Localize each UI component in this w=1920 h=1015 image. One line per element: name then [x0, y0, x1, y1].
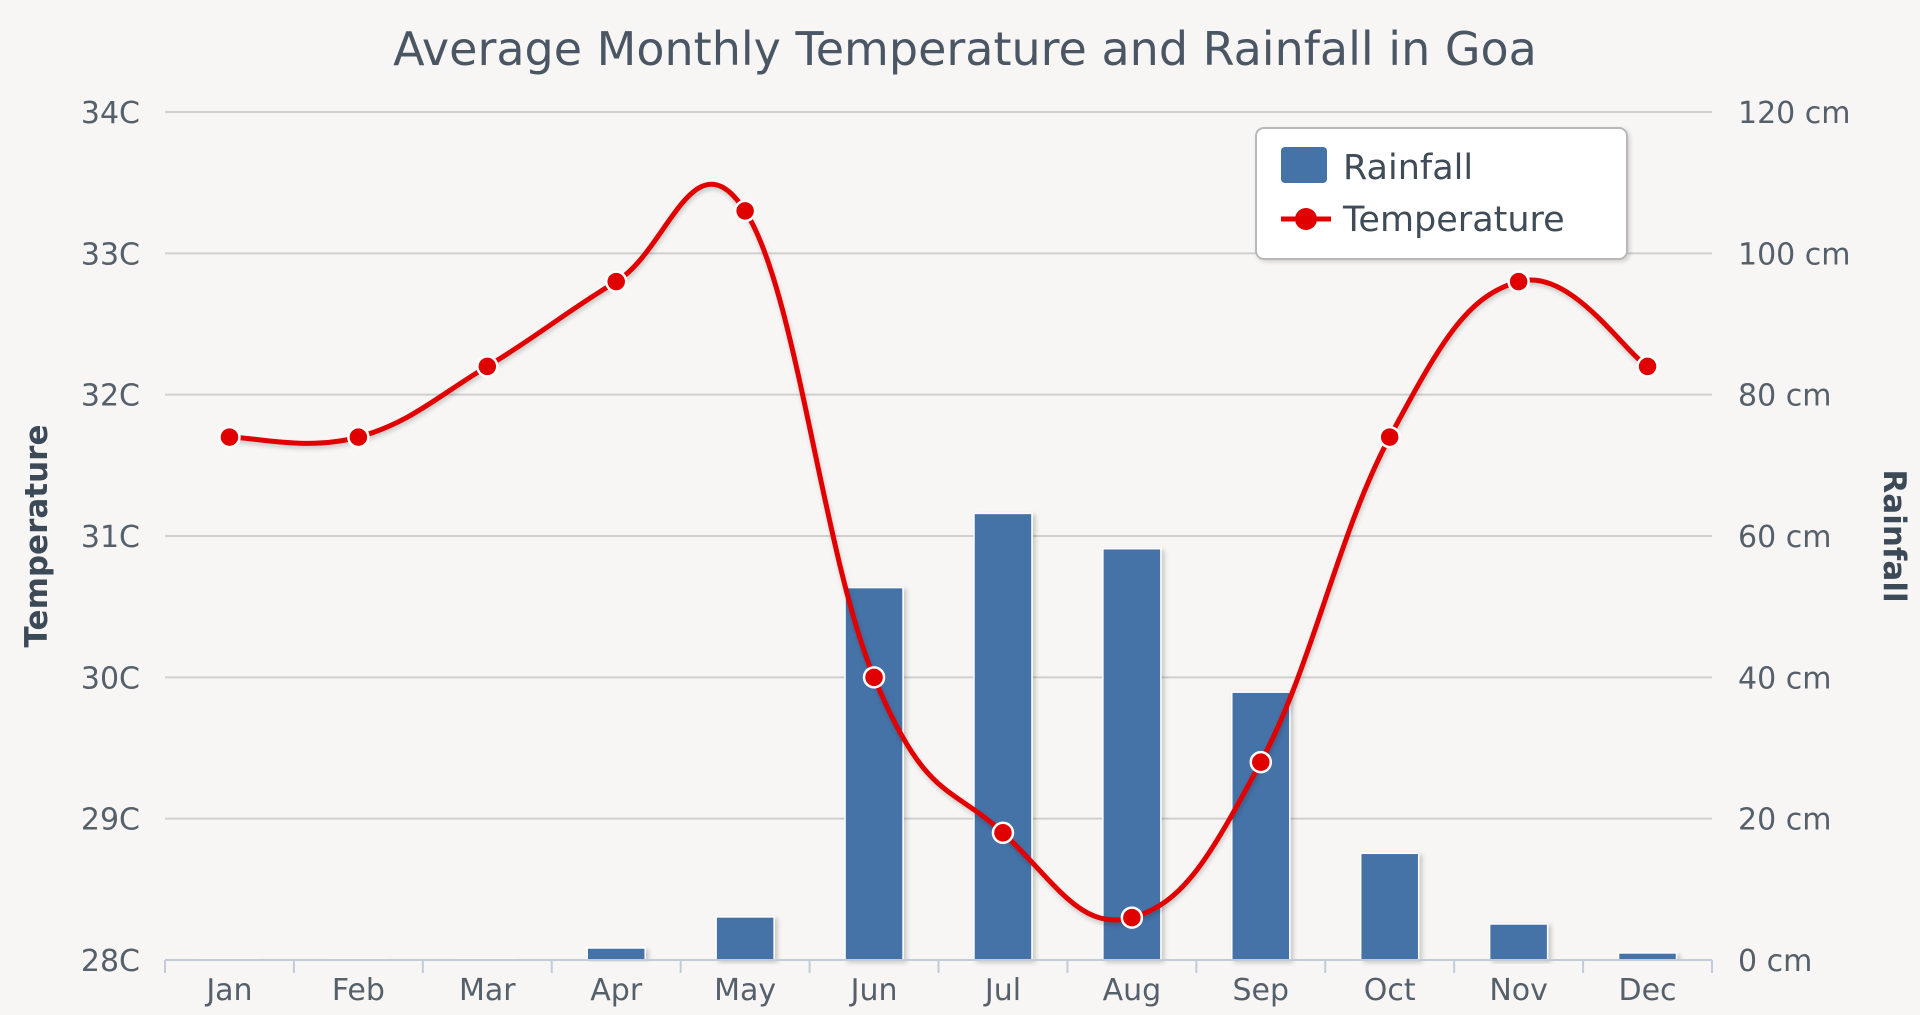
x-tick-label: Sep [1233, 973, 1290, 1008]
y-left-tick-label: 34C [81, 96, 140, 131]
temperature-point [1378, 425, 1401, 449]
legend[interactable]: Rainfall Temperature [1255, 127, 1628, 260]
grid-lines [165, 111, 1712, 820]
x-tick-label: Jun [849, 973, 898, 1008]
y-left-tick-label: 33C [81, 237, 140, 272]
temperature-point [347, 425, 370, 449]
rainfall-bar [973, 512, 1033, 961]
legend-box [1255, 127, 1628, 260]
x-tick-label: Jul [983, 973, 1021, 1008]
x-tick-label: Nov [1489, 973, 1548, 1008]
y-left-tick-label: 32C [81, 379, 140, 414]
y-right-tick-label: 120 cm [1738, 96, 1851, 131]
y-left-axis-title: Temperature [19, 425, 55, 648]
temperature-point [862, 666, 886, 689]
x-tick-label: May [714, 973, 776, 1008]
temperature-point [1120, 906, 1144, 929]
rainfall-bar [586, 947, 646, 961]
legend-swatch-rainfall [1281, 147, 1327, 183]
rainfall-bar [1102, 547, 1162, 961]
legend-label-temperature: Temperature [1342, 200, 1565, 240]
temperature-point [1636, 355, 1659, 378]
y-right-tick-label: 60 cm [1738, 520, 1831, 555]
x-tick-label: Apr [590, 973, 643, 1008]
y-left-tick-label: 28C [81, 944, 140, 979]
rainfall-bars [199, 512, 1678, 961]
rainfall-bar [1617, 952, 1678, 961]
x-tick-label: Mar [459, 973, 516, 1008]
y-right-tick-label: 40 cm [1738, 661, 1831, 696]
legend-item-rainfall[interactable]: Rainfall [1281, 147, 1473, 188]
y-right-tick-label: 100 cm [1738, 237, 1851, 272]
y-left-tick-label: 29C [81, 803, 140, 838]
y-right-axis-title: Rainfall [1876, 469, 1912, 602]
y-right-tick-label: 0 cm [1738, 944, 1812, 979]
y-left-tick-label: 30C [81, 661, 140, 696]
x-tick-label: Jan [204, 973, 252, 1008]
temperature-point [991, 821, 1015, 845]
axes: 28C 29C 30C 31C 32C 33C 34C 0 cm 20 cm 40 cm 60 cm… [19, 96, 1912, 1008]
temperature-point [604, 270, 628, 293]
rainfall-bar [715, 916, 775, 961]
temperature-line-path [229, 181, 1649, 923]
temperature-point [1249, 750, 1273, 774]
legend-marker-temperature [1295, 208, 1317, 230]
x-tick-label: Oct [1364, 973, 1416, 1008]
x-tick-label: Aug [1103, 973, 1162, 1008]
temperature-line [218, 181, 1659, 929]
temperature-point [476, 355, 499, 378]
temperature-point [1507, 270, 1530, 293]
x-tick-label: Dec [1619, 973, 1677, 1008]
rainfall-bar [1488, 923, 1549, 961]
rainfall-bar [1231, 691, 1291, 961]
y-right-tick-label: 20 cm [1738, 803, 1831, 838]
rainfall-bar [1359, 852, 1420, 961]
legend-label-rainfall: Rainfall [1343, 148, 1473, 188]
y-left-tick-label: 31C [81, 520, 140, 555]
rainfall-bar [844, 586, 904, 961]
temperature-point [733, 199, 757, 223]
y-right-tick-label: 80 cm [1738, 379, 1831, 414]
temperature-point [218, 425, 241, 449]
chart-title: Average Monthly Temperature and Rainfall… [393, 22, 1537, 76]
legend-item-temperature[interactable]: Temperature [1281, 200, 1565, 240]
x-tick-label: Feb [332, 973, 385, 1008]
